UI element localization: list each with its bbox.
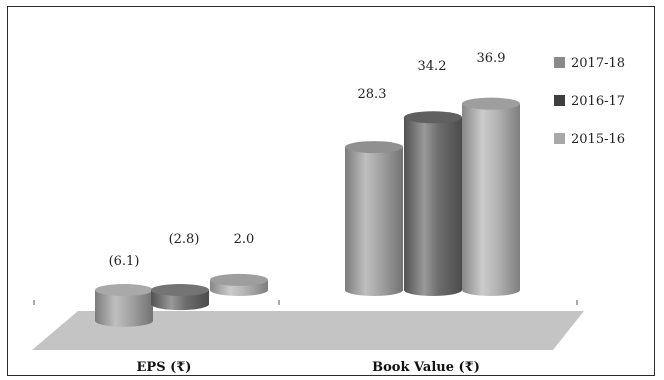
legend-label-2016-17: 2016-17	[571, 94, 625, 109]
bar-top	[462, 97, 520, 110]
bar-top	[151, 284, 209, 296]
bar-body	[404, 117, 462, 296]
bar-top	[345, 141, 403, 154]
chart-floor	[32, 311, 584, 350]
legend-swatch-2017-18	[554, 57, 565, 68]
bar-2015-16-book-value	[345, 141, 403, 296]
bar-2017-18-eps	[210, 273, 268, 296]
data-label: 36.9	[477, 51, 506, 66]
bar-top	[210, 273, 268, 286]
bars-group	[95, 97, 520, 327]
bar-top	[95, 284, 153, 296]
bar-body	[95, 290, 153, 327]
bar-body	[462, 103, 520, 296]
data-labels-group: (6.1) (2.8) 2.0 28.3 34.2 36.9	[109, 51, 506, 269]
data-label: 28.3	[358, 87, 387, 102]
bar-2016-17-eps	[151, 284, 209, 311]
data-label: 34.2	[418, 59, 447, 74]
legend-label-2015-16: 2015-16	[571, 132, 625, 147]
bar-2016-17-book-value	[404, 111, 462, 296]
bar-2015-16-eps	[95, 284, 153, 327]
legend: 2017-18 2016-17 2015-16	[554, 56, 625, 147]
category-label-eps: EPS (₹)	[137, 360, 192, 375]
bar-body	[345, 147, 403, 296]
data-label: (6.1)	[109, 254, 140, 269]
data-label: (2.8)	[169, 232, 200, 247]
bar-2017-18-book-value	[462, 97, 520, 296]
legend-swatch-2016-17	[554, 95, 565, 106]
legend-swatch-2015-16	[554, 133, 565, 144]
bar-top	[404, 111, 462, 124]
data-label: 2.0	[234, 232, 255, 247]
chart-canvas: (6.1) (2.8) 2.0 28.3 34.2 36.9 EPS (₹) Book V…	[32, 51, 625, 375]
category-label-book-value: Book Value (₹)	[372, 360, 480, 375]
legend-label-2017-18: 2017-18	[571, 56, 625, 71]
chart-frame: (6.1) (2.8) 2.0 28.3 34.2 36.9 EPS (₹) Book V…	[7, 6, 655, 376]
